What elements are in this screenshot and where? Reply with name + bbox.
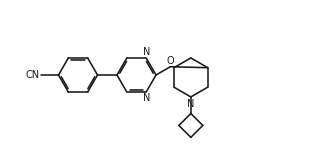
Text: N: N: [143, 93, 150, 103]
Text: N: N: [187, 99, 195, 109]
Text: N: N: [143, 47, 150, 57]
Text: CN: CN: [25, 70, 40, 80]
Text: O: O: [166, 56, 174, 66]
